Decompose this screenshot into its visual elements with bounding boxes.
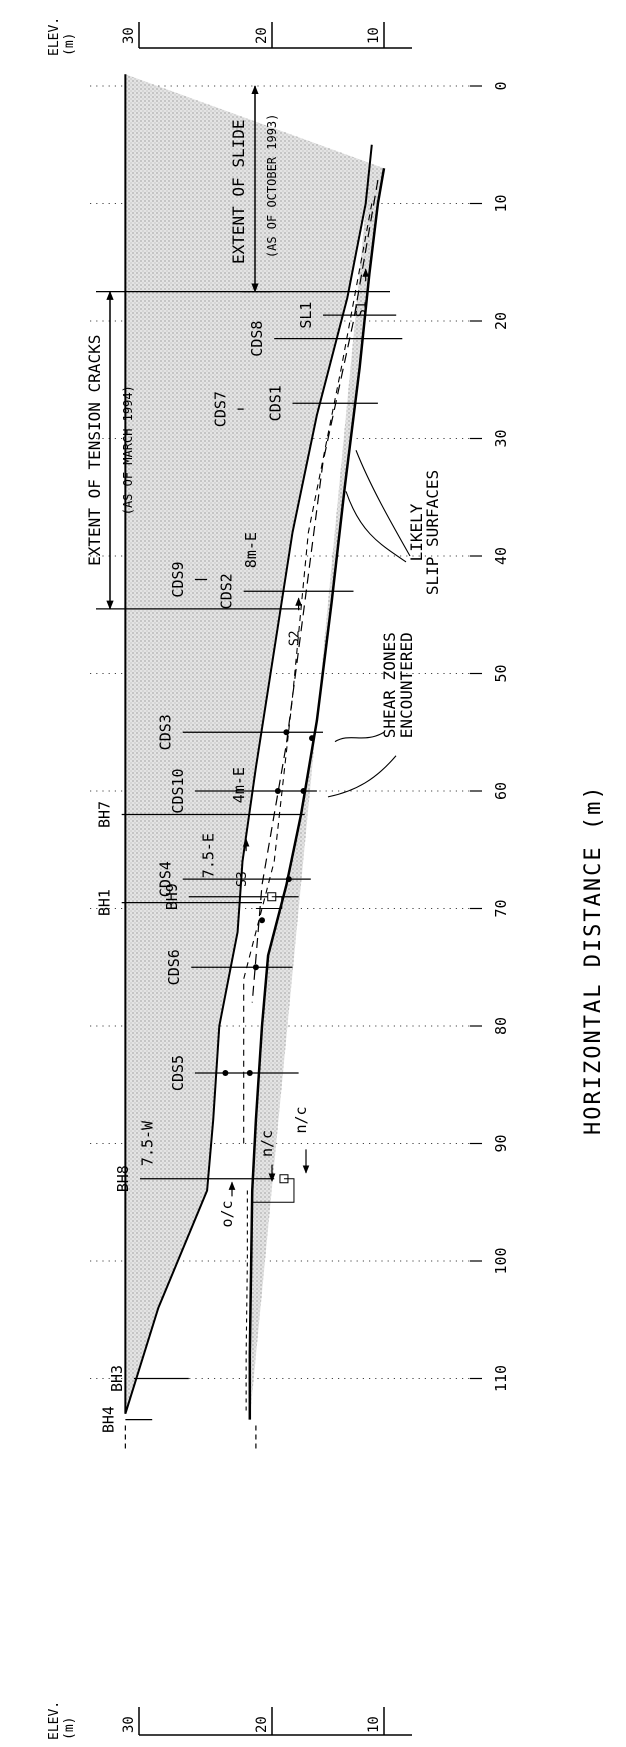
shear-zone-dot-1 bbox=[300, 788, 306, 794]
borehole-label-2: BH8 bbox=[114, 1165, 132, 1192]
shear-zone-dot-6 bbox=[222, 1070, 228, 1076]
likely-slip-label-2: SLIP SURFACES bbox=[423, 470, 442, 595]
distance-label-30: 30 bbox=[492, 429, 510, 447]
distance-axis-title: HORIZONTAL DISTANCE (m) bbox=[581, 784, 606, 1135]
shear-zone-dot-2 bbox=[286, 876, 292, 882]
inclinometer-label-1: CDS6 bbox=[165, 949, 183, 985]
slip-label-0: S1 bbox=[355, 301, 370, 317]
shear-zone-dot-3 bbox=[275, 788, 281, 794]
shear-zone-dot-5 bbox=[247, 1070, 253, 1076]
section-label-0: 8m-E bbox=[242, 532, 260, 568]
distance-label-0: 0 bbox=[492, 81, 510, 90]
section-label-1: 4m-E bbox=[230, 767, 248, 803]
slide-extent-date: (AS OF OCTOBER 1993) bbox=[265, 114, 279, 259]
elev-axis-top-title: ELEV. bbox=[47, 17, 62, 56]
distance-label-80: 80 bbox=[492, 1017, 510, 1035]
inclinometer-label-9: CDS8 bbox=[248, 321, 266, 357]
elev-axis-bottom-unit: (m) bbox=[62, 1717, 77, 1740]
distance-label-100: 100 bbox=[492, 1247, 510, 1274]
distance-label-90: 90 bbox=[492, 1134, 510, 1152]
elev-axis-bottom: ELEV. (m) 30 20 10 bbox=[47, 1701, 412, 1740]
elev-axis-bottom-title: ELEV. bbox=[47, 1701, 62, 1740]
inclinometer-label-8: CDS1 bbox=[267, 385, 285, 421]
water-table-dashed bbox=[246, 1191, 247, 1414]
section-label-3: 7.5-W bbox=[138, 1120, 156, 1166]
oc-label: o/c bbox=[218, 1200, 236, 1227]
cracks-extent-date: (AS OF MARCH 1994) bbox=[121, 385, 135, 515]
elev-axis-top-unit: (m) bbox=[62, 33, 77, 56]
inclinometer-label-5: CDS9 bbox=[169, 561, 187, 597]
slip-label-2: S3 bbox=[235, 871, 250, 887]
shear-zones-label-2: ENCOUNTERED bbox=[397, 632, 416, 738]
elev-label-bottom-30: 30 bbox=[121, 1716, 137, 1733]
elev-label-bottom-10: 10 bbox=[366, 1716, 382, 1733]
slip-label-1: S2 bbox=[288, 630, 303, 646]
nc-lower-label: n/c bbox=[292, 1106, 310, 1133]
distance-label-10: 10 bbox=[492, 194, 510, 212]
shear-zone-dot-8 bbox=[259, 917, 265, 923]
inclinometer-label-4: CDS3 bbox=[157, 714, 175, 750]
distance-label-40: 40 bbox=[492, 547, 510, 565]
elev-label-bottom-20: 20 bbox=[254, 1716, 270, 1733]
likely-slip-leader-2 bbox=[346, 491, 406, 562]
borehole-label-1: BH3 bbox=[108, 1365, 126, 1392]
inclinometer-label-6: CDS2 bbox=[218, 573, 236, 609]
distance-label-70: 70 bbox=[492, 899, 510, 917]
shear-zone-dot-0 bbox=[309, 735, 315, 741]
distance-label-110: 110 bbox=[492, 1365, 510, 1392]
inclinometer-label-3: CDS10 bbox=[169, 768, 187, 813]
nc-upper-label: n/c bbox=[258, 1130, 276, 1157]
elev-label-top-10: 10 bbox=[366, 27, 382, 44]
distance-label-60: 60 bbox=[492, 782, 510, 800]
inclinometer-label-2: CDS4 bbox=[157, 861, 175, 897]
inclinometer-label-7: CDS7 bbox=[212, 391, 230, 427]
elev-label-top-20: 20 bbox=[254, 27, 270, 44]
elev-axis-top: ELEV. (m) 30 20 10 bbox=[47, 17, 412, 56]
elev-label-top-30: 30 bbox=[121, 27, 137, 44]
cracks-extent-title: EXTENT OF TENSION CRACKS bbox=[85, 335, 104, 566]
borehole-label-0: BH4 bbox=[99, 1406, 117, 1433]
distance-label-50: 50 bbox=[492, 664, 510, 682]
borehole-label-3: BH1 bbox=[96, 889, 114, 916]
shear-zone-dot-7 bbox=[253, 964, 259, 970]
likely-slip-leader-1 bbox=[356, 450, 410, 556]
slide-extent-title: EXTENT OF SLIDE bbox=[229, 120, 248, 265]
section-label-2: 7.5-E bbox=[199, 833, 217, 878]
inclinometer-label-10: SL1 bbox=[297, 302, 315, 329]
shear-zone-dot-4 bbox=[283, 729, 289, 735]
shear-zones-leader-1 bbox=[335, 732, 384, 741]
borehole-label-5: BH7 bbox=[96, 801, 114, 828]
distance-label-20: 20 bbox=[492, 312, 510, 330]
inclinometer-label-0: CDS5 bbox=[169, 1055, 187, 1091]
